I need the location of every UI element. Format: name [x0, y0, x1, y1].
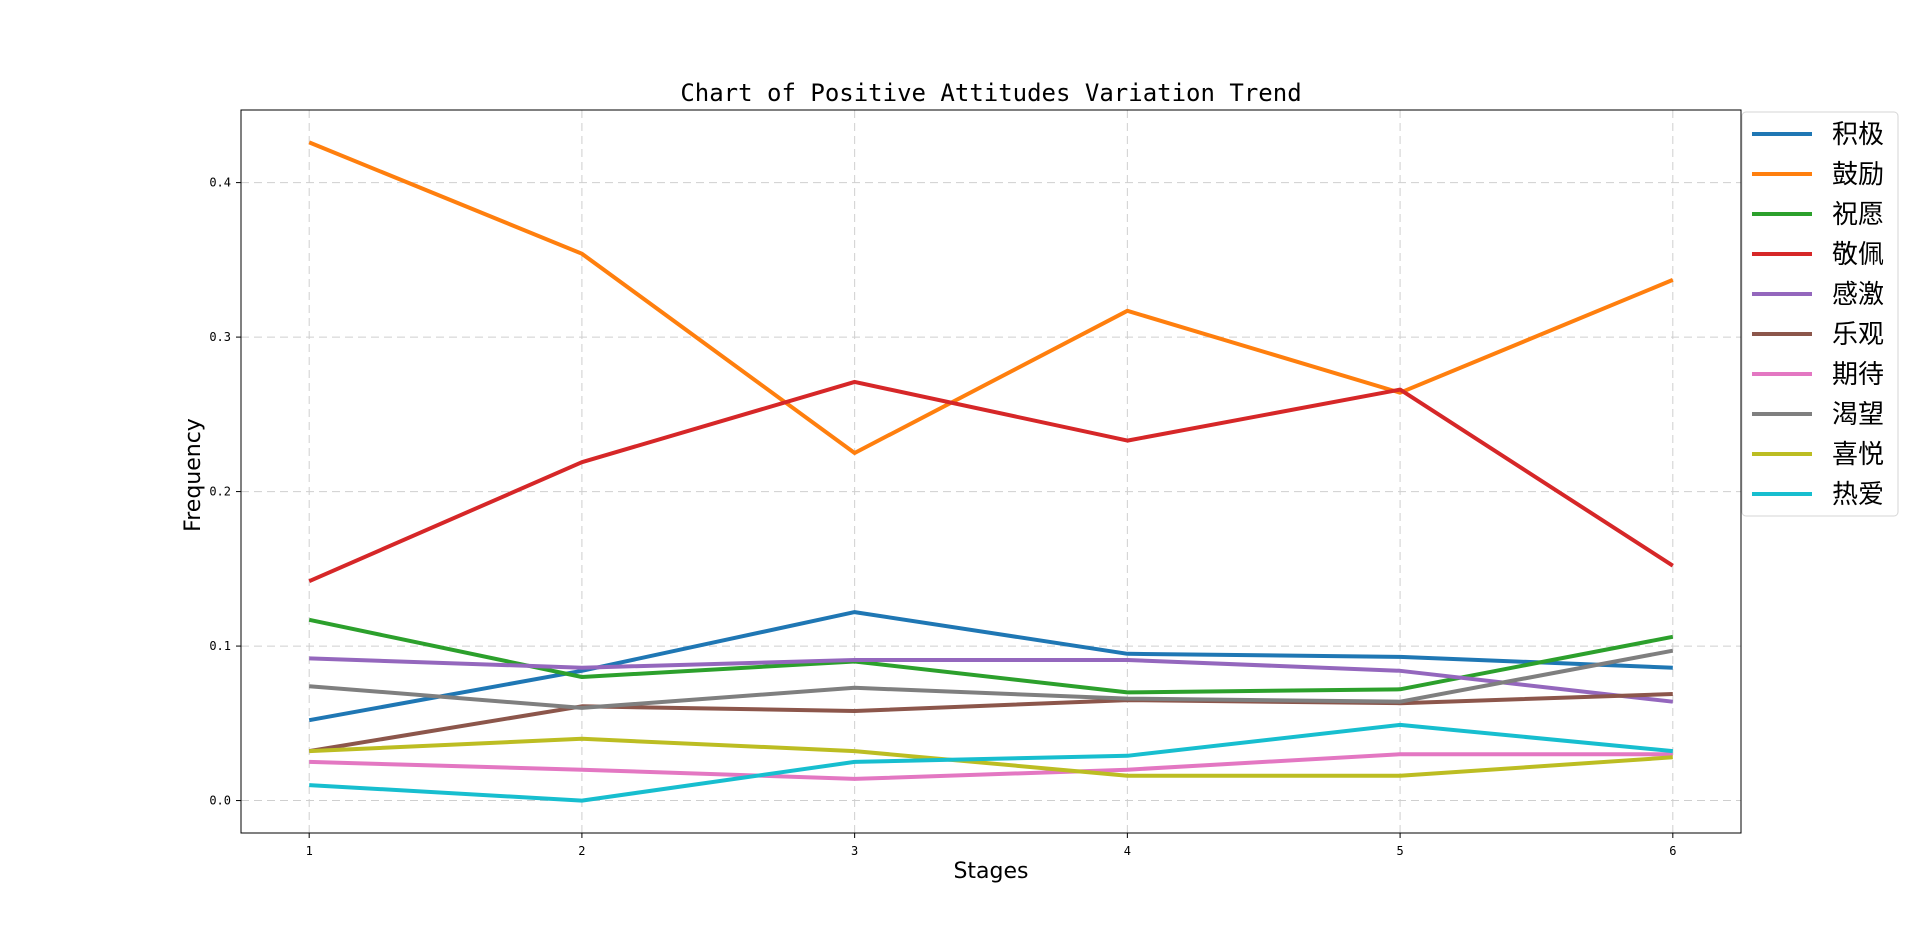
x-tick-label: 4	[1124, 844, 1131, 858]
legend-label: 祝愿	[1832, 200, 1884, 230]
y-tick-label: 0.1	[209, 639, 231, 653]
legend-item: 敬佩	[1752, 240, 1884, 270]
legend-label: 期待	[1832, 360, 1884, 390]
grid-lines	[241, 110, 1741, 833]
y-axis-title: Frequency	[181, 418, 206, 532]
chart-title: Chart of Positive Attitudes Variation Tr…	[680, 79, 1301, 107]
x-tick-label: 3	[851, 844, 858, 858]
legend-label: 积极	[1832, 120, 1884, 150]
y-tick-label: 0.4	[209, 176, 231, 190]
y-tick-label: 0.3	[209, 330, 231, 344]
x-tick-label: 1	[306, 844, 313, 858]
legend-item: 喜悦	[1752, 440, 1884, 470]
series-line-乐观	[308, 692, 1673, 754]
legend-label: 敬佩	[1832, 240, 1884, 270]
x-tick-label: 6	[1669, 844, 1676, 858]
legend-item: 热爱	[1752, 480, 1884, 510]
y-axis-ticks: 0.0 0.1 0.2 0.3 0.4	[209, 176, 241, 808]
x-tick-label: 5	[1396, 844, 1403, 858]
series-lines	[308, 140, 1674, 803]
y-tick-label: 0.2	[209, 485, 231, 499]
legend-item: 感激	[1752, 280, 1884, 310]
series-line-鼓励	[308, 140, 1674, 455]
legend-item: 渴望	[1752, 400, 1884, 430]
y-tick-label: 0.0	[209, 794, 231, 808]
series-line-敬佩	[308, 379, 1674, 584]
series-line-积极	[308, 610, 1673, 723]
x-axis-title: Stages	[953, 859, 1028, 884]
legend-label: 渴望	[1832, 400, 1884, 430]
legend-label: 乐观	[1832, 320, 1884, 350]
series-line-喜悦	[309, 736, 1673, 778]
legend-label: 感激	[1832, 280, 1884, 310]
plot-area-frame	[240, 109, 1742, 834]
series-line-热爱	[309, 722, 1673, 803]
series-line-感激	[309, 656, 1674, 704]
series-line-渴望	[309, 648, 1674, 710]
series-line-期待	[309, 752, 1673, 781]
x-tick-label: 2	[578, 844, 585, 858]
legend-item: 乐观	[1752, 320, 1884, 350]
x-axis-ticks: 1 2 3 4 5 6	[306, 833, 1676, 858]
legend-item: 祝愿	[1752, 200, 1884, 230]
legend-label: 喜悦	[1832, 440, 1884, 470]
legend-label: 热爱	[1832, 480, 1884, 510]
legend-item: 鼓励	[1752, 160, 1884, 190]
legend-label: 鼓励	[1832, 160, 1884, 190]
legend-item: 积极	[1752, 120, 1884, 150]
legend-item: 期待	[1752, 360, 1884, 390]
